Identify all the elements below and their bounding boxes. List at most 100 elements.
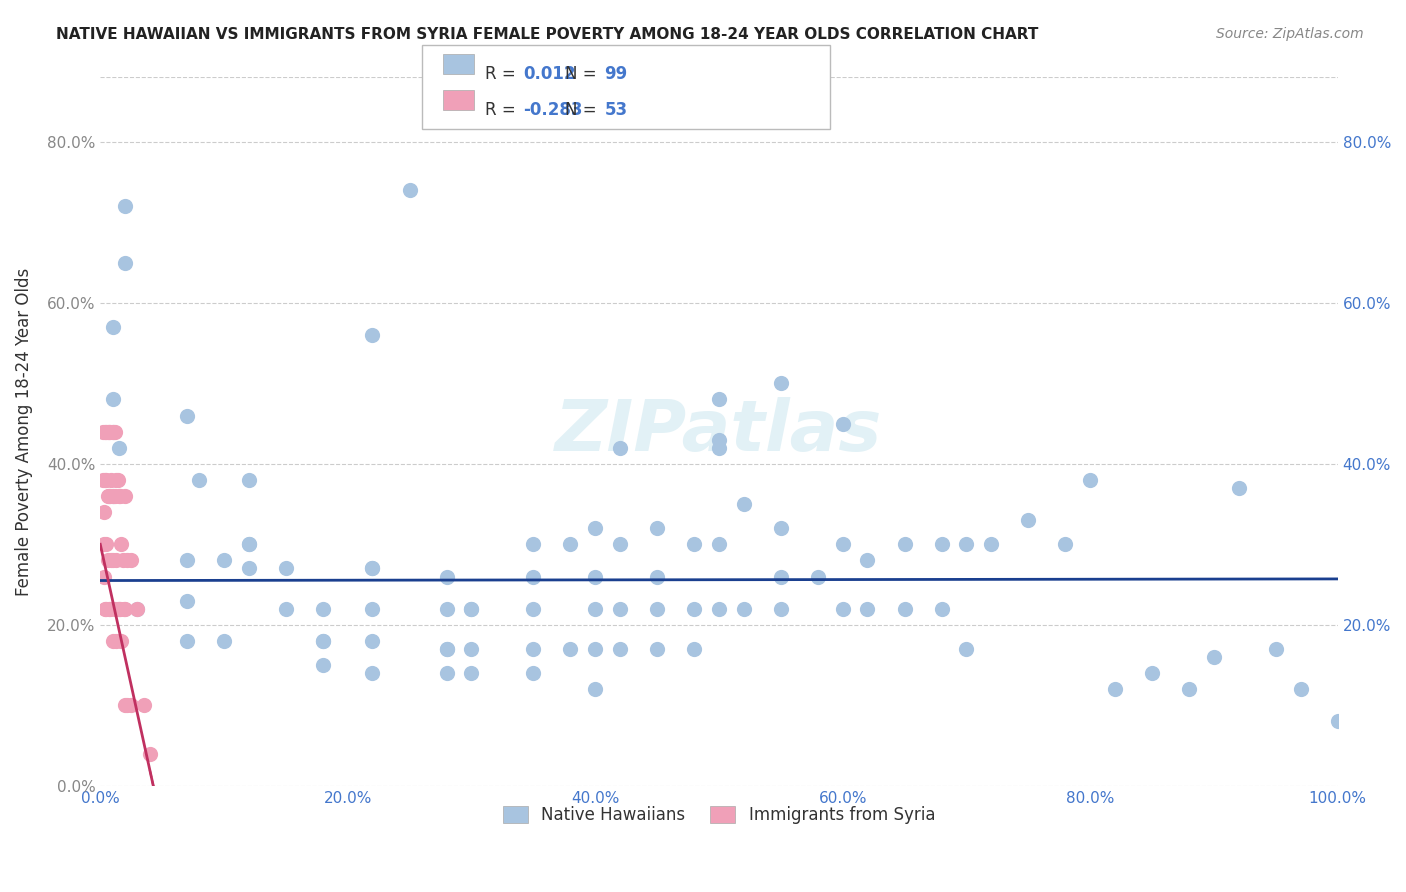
Point xyxy=(312,633,335,648)
Point xyxy=(108,441,131,455)
Text: -0.283: -0.283 xyxy=(523,101,582,119)
Point xyxy=(645,601,668,615)
Text: Source: ZipAtlas.com: Source: ZipAtlas.com xyxy=(1216,27,1364,41)
Point xyxy=(893,537,915,551)
Point xyxy=(361,328,384,343)
Point xyxy=(127,601,149,615)
Point xyxy=(114,698,136,713)
Point xyxy=(955,537,977,551)
Point xyxy=(980,537,1002,551)
Point xyxy=(436,666,458,681)
Y-axis label: Female Poverty Among 18-24 Year Olds: Female Poverty Among 18-24 Year Olds xyxy=(15,268,32,596)
Point xyxy=(707,537,730,551)
Point xyxy=(212,633,235,648)
Point xyxy=(176,633,198,648)
Point xyxy=(274,601,297,615)
Point xyxy=(91,473,114,487)
Point xyxy=(522,569,544,583)
Point xyxy=(1227,481,1250,495)
Point xyxy=(127,601,149,615)
Point xyxy=(176,553,198,567)
Point xyxy=(107,473,129,487)
Point xyxy=(1104,682,1126,697)
Point xyxy=(460,666,482,681)
Point xyxy=(1289,682,1312,697)
Point xyxy=(361,561,384,575)
Point xyxy=(460,601,482,615)
Point xyxy=(274,561,297,575)
Point xyxy=(769,601,792,615)
Point xyxy=(683,537,706,551)
Point xyxy=(176,593,198,607)
Legend: Native Hawaiians, Immigrants from Syria: Native Hawaiians, Immigrants from Syria xyxy=(492,796,945,834)
Point xyxy=(105,633,128,648)
Point xyxy=(1078,473,1101,487)
Point xyxy=(114,601,136,615)
Point xyxy=(361,666,384,681)
Point xyxy=(97,425,120,439)
Point xyxy=(101,392,124,407)
Text: 53: 53 xyxy=(605,101,627,119)
Point xyxy=(104,601,127,615)
Point xyxy=(893,601,915,615)
Point xyxy=(1202,650,1225,665)
Point xyxy=(609,537,631,551)
Point xyxy=(583,569,606,583)
Point xyxy=(100,553,122,567)
Point xyxy=(1017,513,1039,527)
Point xyxy=(97,425,120,439)
Point xyxy=(101,553,124,567)
Point xyxy=(645,521,668,535)
Point xyxy=(398,183,420,197)
Point xyxy=(733,601,755,615)
Point xyxy=(856,553,879,567)
Point xyxy=(312,601,335,615)
Point xyxy=(94,425,117,439)
Point xyxy=(522,666,544,681)
Point xyxy=(460,642,482,657)
Point xyxy=(931,537,953,551)
Point xyxy=(645,642,668,657)
Point xyxy=(522,537,544,551)
Point xyxy=(105,473,128,487)
Point xyxy=(114,255,136,269)
Point xyxy=(110,537,132,551)
Point xyxy=(312,658,335,673)
Point xyxy=(312,633,335,648)
Point xyxy=(856,601,879,615)
Point xyxy=(583,642,606,657)
Point xyxy=(212,553,235,567)
Point xyxy=(100,473,122,487)
Point xyxy=(460,601,482,615)
Point xyxy=(91,425,114,439)
Point xyxy=(707,433,730,447)
Point xyxy=(96,601,118,615)
Point xyxy=(583,682,606,697)
Point xyxy=(238,537,260,551)
Point xyxy=(98,425,121,439)
Point xyxy=(97,489,120,503)
Text: R =: R = xyxy=(485,65,522,83)
Point xyxy=(361,601,384,615)
Point xyxy=(436,569,458,583)
Point xyxy=(98,601,121,615)
Text: 99: 99 xyxy=(605,65,628,83)
Point xyxy=(583,521,606,535)
Point xyxy=(110,633,132,648)
Point xyxy=(114,489,136,503)
Point xyxy=(583,601,606,615)
Point xyxy=(94,601,117,615)
Point xyxy=(107,601,129,615)
Point xyxy=(104,425,127,439)
Point xyxy=(238,473,260,487)
Point xyxy=(436,642,458,657)
Point xyxy=(733,497,755,511)
Point xyxy=(96,473,118,487)
Point xyxy=(560,537,582,551)
Point xyxy=(831,537,853,551)
Point xyxy=(436,642,458,657)
Point xyxy=(101,489,124,503)
Point xyxy=(139,747,162,761)
Text: N =: N = xyxy=(565,65,602,83)
Point xyxy=(769,521,792,535)
